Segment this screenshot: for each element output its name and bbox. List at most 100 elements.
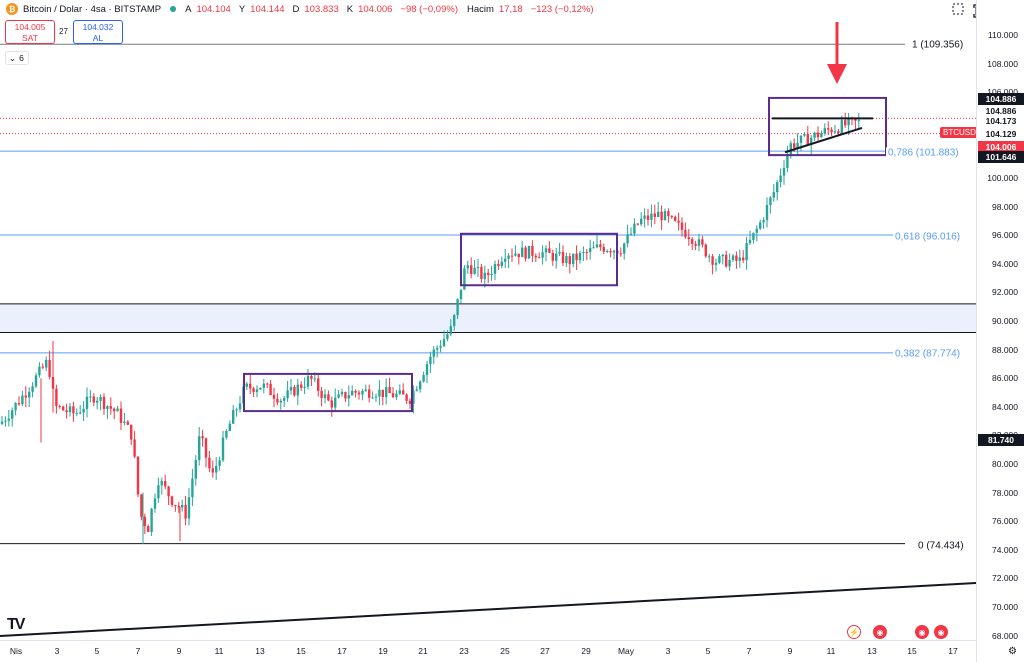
time-axis-label: 11 — [826, 646, 836, 656]
time-axis[interactable]: Nis 3 5 7 9 11 13 15 17 19 21 23 25 27 29 May 3 5 7 9 11 13 15… — [0, 640, 976, 662]
candle-body — [745, 243, 748, 261]
candle-body — [130, 424, 133, 440]
low-value: 103.833 — [304, 3, 339, 15]
high-label: Y — [238, 3, 246, 15]
candle-body — [357, 392, 361, 395]
candle-body — [752, 232, 755, 241]
candle-body — [827, 128, 830, 130]
candle-body — [459, 289, 463, 300]
fib-level-0786: 0,786 (101.883) — [886, 147, 961, 159]
sell-button[interactable]: 104.005 SAT — [5, 20, 55, 44]
support-zone — [0, 303, 976, 333]
candle-body — [126, 421, 129, 425]
candle-body — [58, 405, 61, 407]
candle-body — [147, 526, 150, 533]
candle-body — [157, 485, 160, 499]
candle-body — [419, 381, 422, 390]
candle-body — [303, 386, 306, 388]
price-axis-label: 68.000 — [992, 630, 1018, 641]
candle-body — [507, 255, 510, 259]
candle-body — [174, 505, 177, 507]
candle-body — [269, 383, 272, 396]
price-axis-label: 106.000 — [987, 87, 1018, 97]
candle-body — [402, 390, 405, 395]
candle-body — [221, 437, 225, 461]
price-tag-high-2: 104.886 — [978, 104, 1024, 117]
candle-body — [643, 215, 646, 219]
candle-body — [582, 251, 585, 253]
candle-body — [442, 339, 446, 347]
candle-body — [640, 218, 643, 225]
candle-body — [629, 233, 633, 235]
candle-body — [436, 347, 439, 350]
candle-body — [538, 257, 541, 259]
candle-body — [697, 239, 701, 246]
candle-body — [262, 383, 265, 388]
candle-body — [521, 247, 524, 258]
candle-body — [140, 494, 143, 517]
candle-body — [738, 257, 741, 261]
candle-body — [266, 383, 269, 385]
candle-body — [660, 211, 663, 221]
screenshot-icon[interactable] — [951, 2, 965, 16]
buy-button[interactable]: 104.032 AL — [73, 20, 123, 44]
candle-body — [361, 390, 364, 395]
candle-body — [259, 387, 262, 390]
candle-body — [684, 229, 687, 238]
fib-level-1: 1 (109.356) — [910, 39, 966, 51]
candle-body — [446, 334, 449, 340]
time-axis-label: 17 — [337, 646, 347, 656]
chart-canvas[interactable]: ₿ Bitcoin / Dolar · 4sa · BITSTAMP A 104.… — [0, 0, 1013, 640]
candle-body — [568, 256, 571, 265]
fib-level-0382: 0,382 (87.774) — [893, 348, 963, 360]
price-axis[interactable]: 110.000108.000106.000104.000102.000100.0… — [976, 0, 1024, 662]
candle-body — [204, 438, 208, 458]
candle-body — [7, 418, 10, 421]
candle-body — [534, 255, 537, 258]
tradingview-logo-icon[interactable]: TV — [7, 616, 26, 633]
candle-body — [79, 412, 82, 414]
time-axis-label: 13 — [867, 646, 877, 656]
price-tag-support: 81.740 — [978, 433, 1024, 446]
chevron-down-icon: ⌄ — [9, 52, 17, 63]
candle-body — [599, 244, 602, 248]
candle-body — [72, 406, 75, 414]
fib-level-0618: 0,618 (96.016) — [893, 231, 963, 243]
candle-body — [123, 421, 126, 423]
time-axis-label: 3 — [54, 646, 60, 656]
candle-body — [300, 384, 303, 388]
price-chart[interactable] — [0, 0, 977, 640]
candle-body — [150, 508, 153, 533]
candle-body — [854, 118, 857, 121]
candle-body — [527, 245, 531, 259]
bitcoin-logo-icon: ₿ — [6, 3, 18, 15]
candle-body — [497, 264, 500, 267]
event-flag-icon[interactable]: ◉ — [915, 625, 929, 639]
event-flag-icon[interactable]: ◉ — [934, 625, 948, 639]
candle-body — [102, 396, 106, 409]
candle-body — [823, 128, 826, 134]
candle-body — [310, 375, 313, 379]
price-axis-label: 76.000 — [992, 516, 1018, 527]
candle-body — [595, 244, 599, 248]
candle-body — [466, 265, 469, 269]
time-axis-label: 19 — [378, 646, 388, 656]
candle-body — [330, 400, 333, 408]
candle-body — [728, 259, 731, 267]
candle-body — [793, 143, 796, 148]
symbol-name[interactable]: Bitcoin / Dolar · 4sa · BITSTAMP — [23, 3, 162, 15]
axis-settings-icon[interactable]: ⚙ — [1008, 646, 1017, 657]
current-price: 104.006 — [985, 142, 1017, 153]
event-flag-icon[interactable]: ◉ — [873, 625, 887, 639]
candle-body — [623, 243, 626, 254]
price-axis-label: 78.000 — [992, 487, 1018, 498]
candle-body — [803, 133, 806, 136]
candle-body — [810, 137, 813, 145]
price-tag-fib-0786: 101.646 — [978, 151, 1024, 164]
event-flag-icon[interactable]: ⚡ — [847, 625, 861, 639]
candle-body — [85, 396, 89, 409]
indicators-collapse-button[interactable]: ⌄ 6 — [5, 51, 29, 65]
candle-body — [779, 175, 782, 183]
candle-body — [296, 384, 299, 396]
candle-body — [351, 390, 354, 396]
